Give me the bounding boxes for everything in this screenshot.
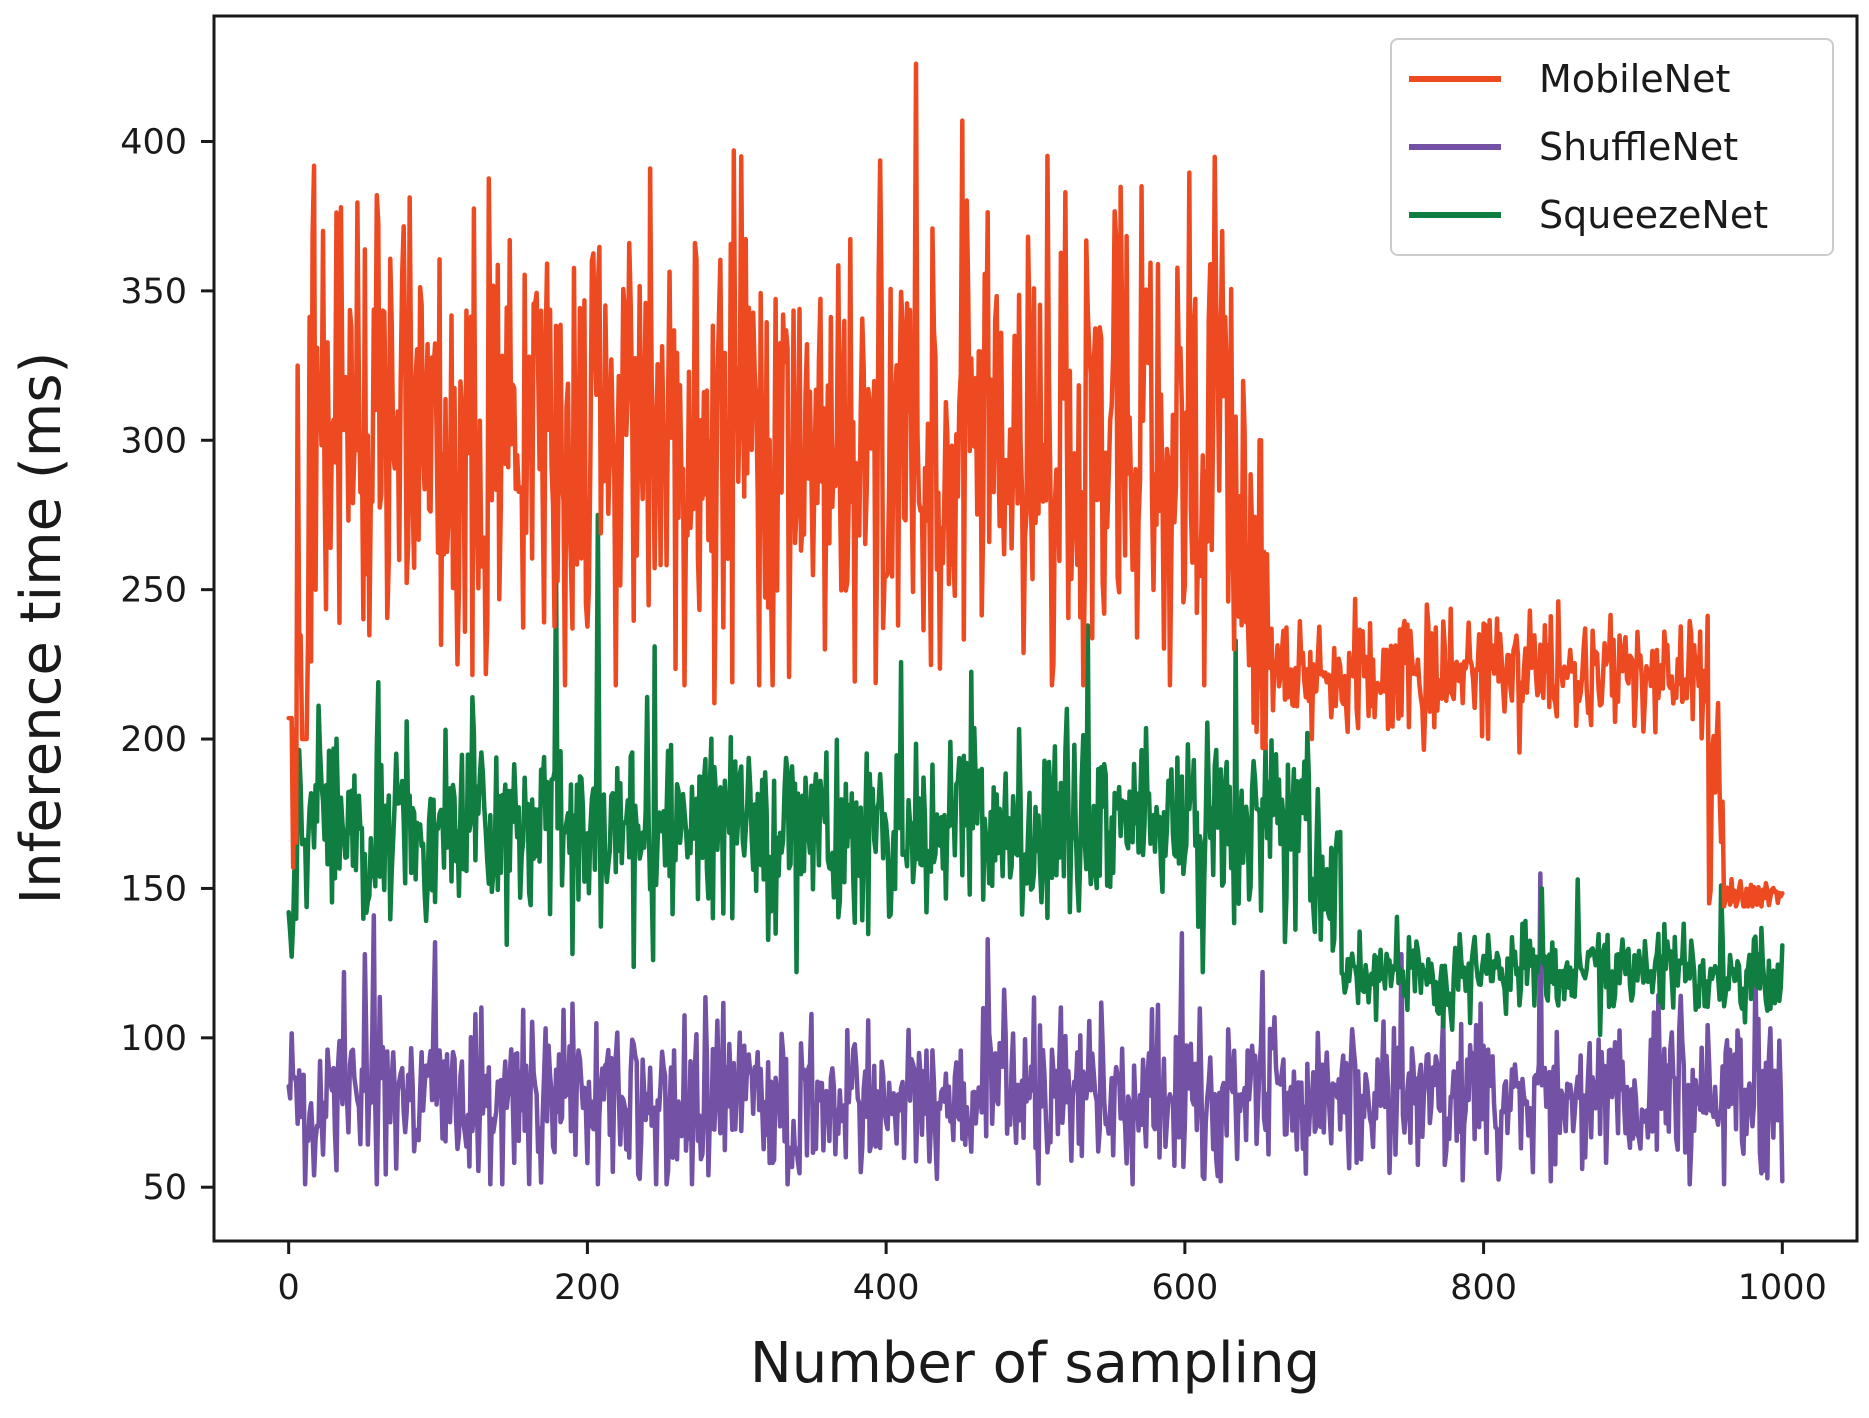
- series-line-squeezenet: [286, 512, 1785, 1038]
- x-tick-label: 600: [1151, 1268, 1218, 1308]
- legend-box: [1390, 38, 1834, 256]
- legend-label-mobilenet: MobileNet: [1539, 57, 1730, 101]
- y-axis-label: Inference time (ms): [9, 352, 74, 905]
- y-tick-label: 300: [120, 421, 187, 461]
- legend: MobileNet ShuffleNet SqueezeNet: [1390, 38, 1834, 256]
- y-tick-label: 50: [142, 1168, 187, 1208]
- x-tick-label: 400: [853, 1268, 920, 1308]
- x-axis-label: Number of sampling: [750, 1331, 1320, 1396]
- legend-label-shufflenet: ShuffleNet: [1539, 125, 1738, 169]
- series-line-mobilenet: [286, 61, 1785, 909]
- y-tick-label: 250: [120, 571, 187, 611]
- y-tick-label: 200: [120, 720, 187, 760]
- series-line-shufflenet: [286, 871, 1785, 1187]
- x-tick-label: 200: [554, 1268, 621, 1308]
- legend-label-squeezenet: SqueezeNet: [1539, 193, 1768, 237]
- x-tick-label: 1000: [1738, 1268, 1827, 1308]
- y-tick-label: 100: [120, 1019, 187, 1059]
- y-tick-label: 400: [120, 122, 187, 162]
- x-tick-label: 800: [1450, 1268, 1517, 1308]
- x-tick-label: 0: [278, 1268, 300, 1308]
- plot-frame: [212, 14, 1859, 1243]
- y-tick-label: 150: [120, 869, 187, 909]
- y-tick-label: 350: [120, 272, 187, 312]
